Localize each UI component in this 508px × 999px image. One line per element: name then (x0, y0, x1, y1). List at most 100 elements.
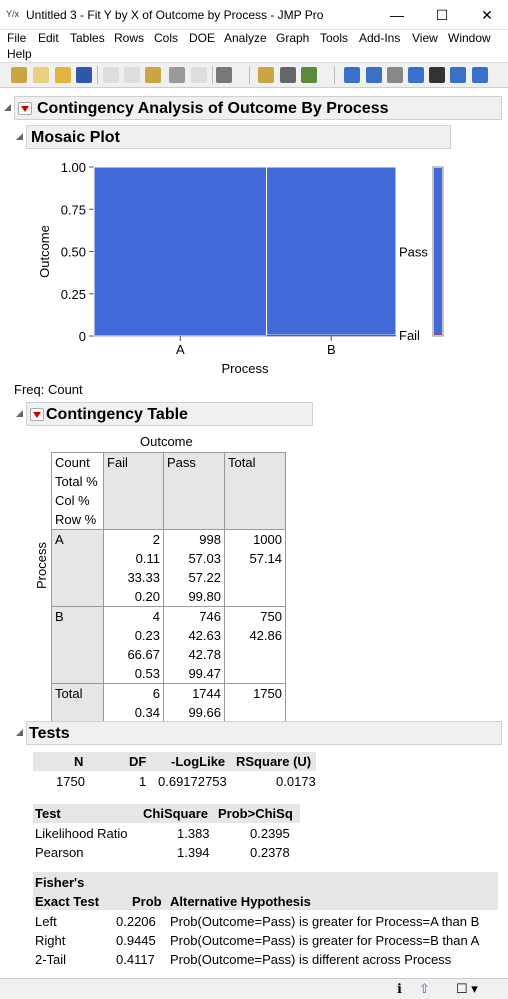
red-triangle-menu-icon[interactable] (30, 408, 44, 421)
col-header-total: Total (224, 452, 286, 530)
chisq-value: 1.383 (177, 826, 210, 841)
new-data-table-icon[interactable] (11, 67, 27, 83)
title-bar: Y/x Untitled 3 - Fit Y by X of Outcome b… (0, 0, 508, 30)
x-axis-label: Process (222, 361, 269, 376)
tests-title: Tests (29, 725, 70, 742)
outcome-header: Outcome (140, 434, 193, 449)
menu-graph[interactable]: Graph (276, 31, 310, 45)
brush-icon[interactable] (408, 67, 424, 83)
mosaic-bar-pass-a (93, 166, 268, 337)
contingency-table-title: Contingency Table (46, 406, 188, 423)
report-title: Contingency Analysis of Outcome By Proce… (37, 100, 389, 117)
arrow-cursor-icon[interactable] (344, 67, 360, 83)
menu-doe[interactable]: DOE (189, 31, 216, 45)
prob-value: 0.2378 (250, 845, 290, 860)
tests-outline[interactable]: Tests (26, 721, 502, 745)
open-folder-icon[interactable] (55, 67, 71, 83)
disclosure-icon[interactable] (4, 104, 11, 111)
right-label-fail: Fail (399, 328, 420, 343)
value-loglike: 0.69172753 (158, 774, 227, 789)
toolbar (0, 62, 508, 88)
value-rsquare: 0.0173 (276, 774, 316, 789)
lasso-icon[interactable] (429, 67, 445, 83)
menu-bar: File Edit Tables Rows Cols DOE Analyze G… (0, 30, 508, 62)
header-df: DF (129, 754, 147, 769)
search-icon[interactable] (216, 67, 232, 83)
menu-add-ins[interactable]: Add-Ins (359, 31, 401, 45)
cell-total-pass: 1744 99.66 (163, 683, 225, 723)
menu-tables[interactable]: Tables (70, 31, 105, 45)
crosshair-icon[interactable] (366, 67, 382, 83)
disclosure-icon[interactable] (16, 133, 23, 140)
menu-file[interactable]: File (7, 31, 27, 45)
copy-icon[interactable] (124, 67, 140, 83)
legend-bar-fail (434, 334, 442, 335)
col-header-pass: Pass (163, 452, 225, 530)
new-script-icon[interactable] (33, 67, 49, 83)
test-name: Likelihood Ratio (35, 826, 128, 841)
menu-tools[interactable]: Tools (320, 31, 349, 45)
fisher-prob: 0.9445 (116, 933, 156, 948)
menu-view[interactable]: View (412, 31, 438, 45)
disclosure-icon[interactable] (16, 729, 23, 736)
navigate-icon[interactable]: ⇧ (419, 981, 430, 996)
cell-total-fail: 6 0.34 (103, 683, 164, 723)
prob-value: 0.2395 (250, 826, 290, 841)
header-rsquare: RSquare (U) (236, 754, 312, 769)
y-tick-label: 1.00 (61, 160, 86, 175)
script-icon[interactable] (169, 67, 185, 83)
menu-analyze[interactable]: Analyze (224, 31, 267, 45)
menu-window[interactable]: Window (448, 31, 491, 45)
maximize-button[interactable]: ☐ (435, 7, 449, 23)
lock-icon[interactable] (191, 67, 207, 83)
contingency-table-outline[interactable]: Contingency Table (26, 402, 313, 426)
menu-edit[interactable]: Edit (38, 31, 59, 45)
menu-cols[interactable]: Cols (154, 31, 179, 45)
chisq-value: 1.394 (177, 845, 210, 860)
cell-total-total: 1750 (224, 683, 286, 723)
fisher-hypothesis: Prob(Outcome=Pass) is different across P… (170, 952, 452, 967)
header-chisquare: ChiSquare (143, 806, 209, 821)
mosaic-plot-outline[interactable]: Mosaic Plot (26, 125, 451, 149)
y-tick-label: 0.50 (61, 245, 86, 260)
header-test: Test (35, 806, 61, 821)
save-icon[interactable] (76, 67, 92, 83)
header-loglike: -LogLike (171, 754, 226, 769)
legend-bar-pass (434, 168, 442, 335)
add-icon[interactable] (301, 67, 317, 83)
row-label-total: Total (51, 683, 104, 723)
cell-b-fail: 4 0.23 66.67 0.53 (103, 606, 164, 684)
window-list-icon[interactable]: ☐ ▾ (456, 981, 478, 996)
contingency-table: Count Total % Col % Row % Fail Pass Total A… (51, 452, 286, 723)
info-icon[interactable]: ℹ (397, 981, 402, 996)
mosaic-bar-fail-b (266, 335, 396, 336)
data-view-icon[interactable] (258, 67, 274, 83)
summary-header-bar (33, 752, 316, 771)
menu-rows[interactable]: Rows (114, 31, 145, 45)
grabber-hand-icon[interactable] (387, 67, 403, 83)
disclosure-icon[interactable] (16, 410, 23, 417)
cut-icon[interactable] (103, 67, 119, 83)
minimize-button[interactable]: — (390, 7, 404, 23)
test-name: Pearson (35, 845, 84, 860)
chisq-header-bar (33, 804, 300, 823)
y-axis-label: Outcome (37, 225, 52, 278)
header-exact-test: Exact Test (35, 894, 100, 909)
cell-a-fail: 2 0.11 33.33 0.20 (103, 529, 164, 607)
magnifier-icon[interactable] (450, 67, 466, 83)
close-button[interactable]: ✕ (481, 7, 493, 23)
fisher-header-bar (33, 872, 498, 910)
contingency-analysis-outline[interactable]: Contingency Analysis of Outcome By Proce… (14, 96, 502, 120)
annotate-icon[interactable] (472, 67, 488, 83)
jmp-app-icon[interactable]: Y/x (6, 9, 20, 19)
paste-icon[interactable] (145, 67, 161, 83)
red-triangle-menu-icon[interactable] (18, 102, 32, 115)
header-alternative-hypothesis: Alternative Hypothesis (170, 894, 311, 909)
mosaic-plot-title: Mosaic Plot (31, 129, 120, 146)
header-fishers: Fisher's (35, 875, 85, 890)
y-tick-label: 0.75 (61, 202, 86, 217)
y-tick-label: 0.25 (61, 287, 86, 302)
layout-icon[interactable] (280, 67, 296, 83)
mosaic-plot[interactable]: 1.00 0.75 0.50 0.25 0 Outcome A B Process Pass Fai… (0, 150, 508, 390)
menu-help[interactable]: Help (7, 47, 32, 61)
